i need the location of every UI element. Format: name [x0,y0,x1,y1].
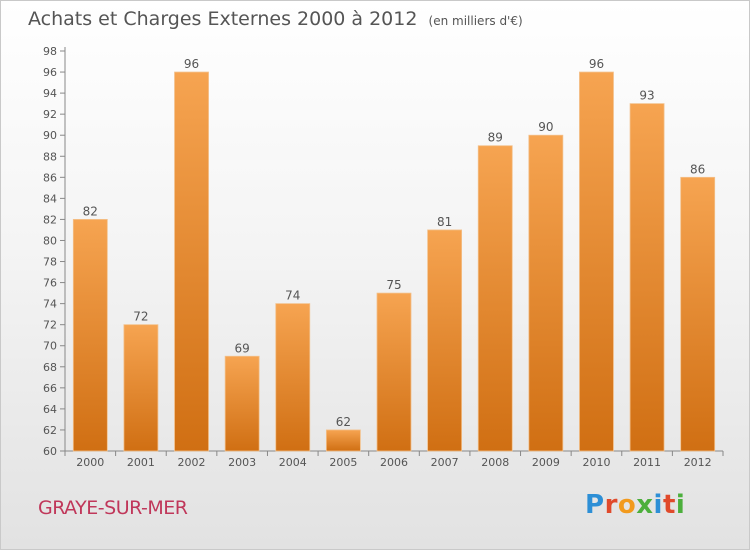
y-tick-label: 94 [43,87,57,100]
x-tick-label: 2001 [127,456,155,469]
logo-letter: i [675,490,686,520]
x-tick-label: 2011 [633,456,661,469]
bar-2001 [123,324,159,452]
y-tick-label: 72 [43,319,57,332]
bar-2003 [224,355,260,452]
x-tick-label: 2012 [684,456,712,469]
data-label: 72 [133,310,148,324]
y-tick-label: 86 [43,171,57,184]
logo-letter: o [617,490,637,520]
logo-letter: P [585,490,605,520]
bar-2004 [275,303,311,452]
data-labels: 82 72 96 69 74 62 75 81 89 90 96 93 86 [83,57,706,429]
y-tick-label: 66 [43,382,57,395]
bar-2009 [528,134,564,452]
x-tick-label: 2010 [582,456,610,469]
logo-letter: t [662,490,676,520]
logo-letter: r [604,490,618,520]
y-tick-label: 70 [43,340,57,353]
y-tick-label: 68 [43,361,57,374]
x-tick-label: 2008 [481,456,509,469]
data-label: 81 [437,215,452,229]
chart-unit-note: (en milliers d'€) [428,14,523,28]
y-tick-label: 96 [43,66,57,79]
x-tick-label: 2009 [532,456,560,469]
logo-letter: x [636,490,654,520]
y-tick-label: 98 [43,45,57,58]
y-tick-label: 88 [43,150,57,163]
data-label: 86 [690,162,705,176]
y-tick-label: 62 [43,424,57,437]
x-tick-label: 2000 [76,456,104,469]
bar-2002 [174,71,209,452]
x-tick-label: 2003 [228,456,256,469]
y-tick-label: 80 [43,234,57,247]
x-tick-label: 2002 [178,456,206,469]
y-tick-label: 90 [43,129,57,142]
y-tick-label: 78 [43,256,57,269]
y-tick-label: 76 [43,277,57,290]
bar-2006 [376,292,412,452]
commune-name: GRAYE-SUR-MER [38,497,188,519]
bar-2011 [629,103,665,452]
title-row: Achats et Charges Externes 2000 à 2012 (… [28,8,523,30]
y-tick-label: 60 [43,445,57,458]
data-label: 82 [83,204,98,218]
data-label: 96 [184,57,199,71]
bar-2005 [325,429,361,452]
bar-2008 [477,145,513,452]
data-label: 89 [488,131,503,145]
y-tick-label: 64 [43,403,57,416]
bar-2007 [427,229,463,452]
x-tick-label: 2005 [329,456,357,469]
data-label: 90 [538,120,553,134]
y-tick-label: 84 [43,192,57,205]
y-tick-label: 74 [43,298,57,311]
x-axis: 2000 2001 2002 2003 2004 2005 2006 2007 2008 2009… [64,450,724,469]
bars [72,71,716,452]
data-label: 69 [235,341,250,355]
proxiti-logo: Proxiti [585,490,685,520]
x-tick-label: 2004 [279,456,307,469]
data-label: 75 [386,278,401,292]
x-tick-label: 2006 [380,456,408,469]
logo-letter: i [653,490,663,520]
bar-2000 [72,219,108,452]
x-tick-label: 2007 [431,456,459,469]
data-label: 96 [589,57,604,71]
bar-2010 [579,71,614,452]
bar-2012 [680,176,716,452]
y-axis: 60 62 64 66 68 70 72 74 76 78 80 82 84 86 88 90 92 94 96 98 [43,45,66,458]
data-label: 93 [639,89,654,103]
data-label: 62 [336,415,351,429]
y-tick-label: 92 [43,108,57,121]
y-tick-label: 82 [43,213,57,226]
data-label: 74 [285,289,300,303]
chart-title: Achats et Charges Externes 2000 à 2012 [28,8,418,30]
